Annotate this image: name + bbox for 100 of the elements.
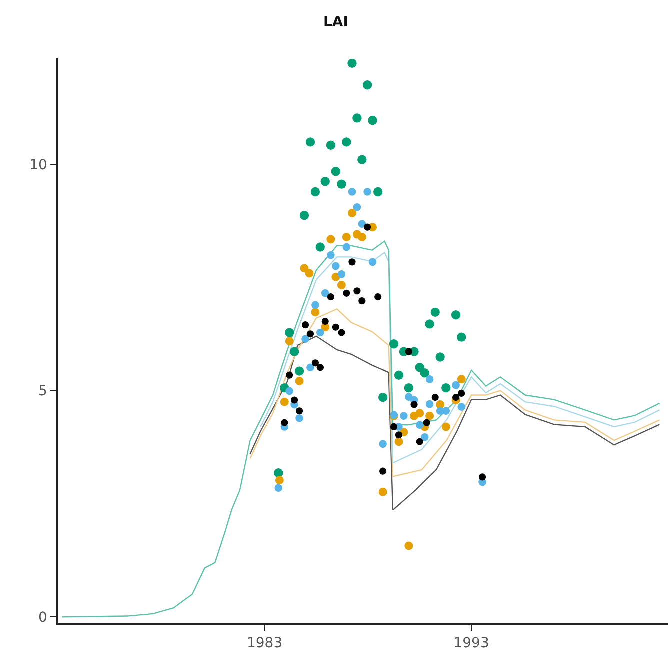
point xyxy=(457,375,466,384)
point xyxy=(426,376,434,384)
point xyxy=(368,116,378,126)
point xyxy=(274,468,284,478)
point xyxy=(338,329,346,336)
point xyxy=(380,468,387,475)
x-tick-label: 1993 xyxy=(454,636,490,652)
point xyxy=(348,258,356,266)
point xyxy=(442,422,450,432)
point xyxy=(420,433,429,442)
point xyxy=(316,364,324,372)
point xyxy=(358,233,366,242)
point xyxy=(389,340,399,349)
point xyxy=(405,348,412,356)
point xyxy=(353,204,362,212)
point xyxy=(285,337,294,346)
point xyxy=(400,412,408,420)
point xyxy=(294,366,304,376)
point xyxy=(404,542,414,550)
point xyxy=(312,360,319,367)
point xyxy=(326,140,336,150)
y-tick-label: 5 xyxy=(38,384,48,400)
point xyxy=(423,419,430,426)
point xyxy=(284,328,294,338)
point xyxy=(343,290,350,297)
line-series xyxy=(250,308,660,478)
line-series xyxy=(260,252,660,464)
point xyxy=(274,484,283,492)
point xyxy=(379,440,387,448)
point xyxy=(291,396,298,404)
point xyxy=(364,188,372,196)
point xyxy=(296,414,304,422)
point xyxy=(395,432,403,439)
point xyxy=(295,377,304,386)
line-series xyxy=(62,240,660,618)
point xyxy=(310,187,320,197)
chart-title: LAI xyxy=(324,14,348,31)
point xyxy=(306,138,316,147)
point xyxy=(442,383,451,393)
point xyxy=(342,233,351,242)
point xyxy=(332,262,340,270)
point xyxy=(316,328,324,337)
point xyxy=(286,372,294,379)
point xyxy=(286,387,294,396)
point xyxy=(458,403,466,411)
point xyxy=(416,421,424,430)
point xyxy=(457,332,466,342)
point xyxy=(312,301,320,310)
point xyxy=(290,347,300,356)
point xyxy=(358,220,366,228)
point xyxy=(331,167,341,176)
point xyxy=(327,251,335,260)
point xyxy=(425,320,434,329)
point xyxy=(442,407,450,416)
point xyxy=(332,324,340,331)
point xyxy=(337,180,346,189)
point xyxy=(378,488,388,496)
point xyxy=(451,310,461,320)
point xyxy=(452,394,460,402)
point xyxy=(410,412,419,420)
point xyxy=(327,293,334,301)
point xyxy=(373,187,383,197)
point xyxy=(281,419,288,426)
y-tick-label: 0 xyxy=(38,610,48,626)
point xyxy=(478,474,486,481)
point xyxy=(362,80,372,90)
x-tick-label: 1983 xyxy=(246,636,283,652)
point xyxy=(430,308,440,318)
point xyxy=(302,322,310,329)
point xyxy=(374,293,382,301)
point xyxy=(326,235,336,244)
point xyxy=(358,298,366,305)
point xyxy=(420,368,430,378)
point xyxy=(337,281,346,290)
point xyxy=(416,438,424,446)
point xyxy=(452,381,460,390)
point xyxy=(300,210,310,220)
point xyxy=(348,188,356,196)
point xyxy=(352,114,362,123)
point xyxy=(358,155,367,164)
point xyxy=(436,352,445,362)
point xyxy=(390,423,398,431)
point xyxy=(458,390,466,398)
point xyxy=(275,476,284,485)
point xyxy=(306,330,314,338)
point xyxy=(404,383,414,393)
point xyxy=(296,408,304,415)
point xyxy=(348,209,356,218)
point xyxy=(305,269,314,278)
point xyxy=(394,438,404,446)
point xyxy=(354,288,361,295)
point xyxy=(410,401,418,408)
point xyxy=(368,258,377,266)
point xyxy=(348,58,357,68)
point xyxy=(320,176,330,186)
point xyxy=(342,243,351,252)
y-tick-label: 10 xyxy=(30,157,48,174)
point xyxy=(426,400,434,408)
point xyxy=(316,242,325,252)
point xyxy=(338,270,346,278)
